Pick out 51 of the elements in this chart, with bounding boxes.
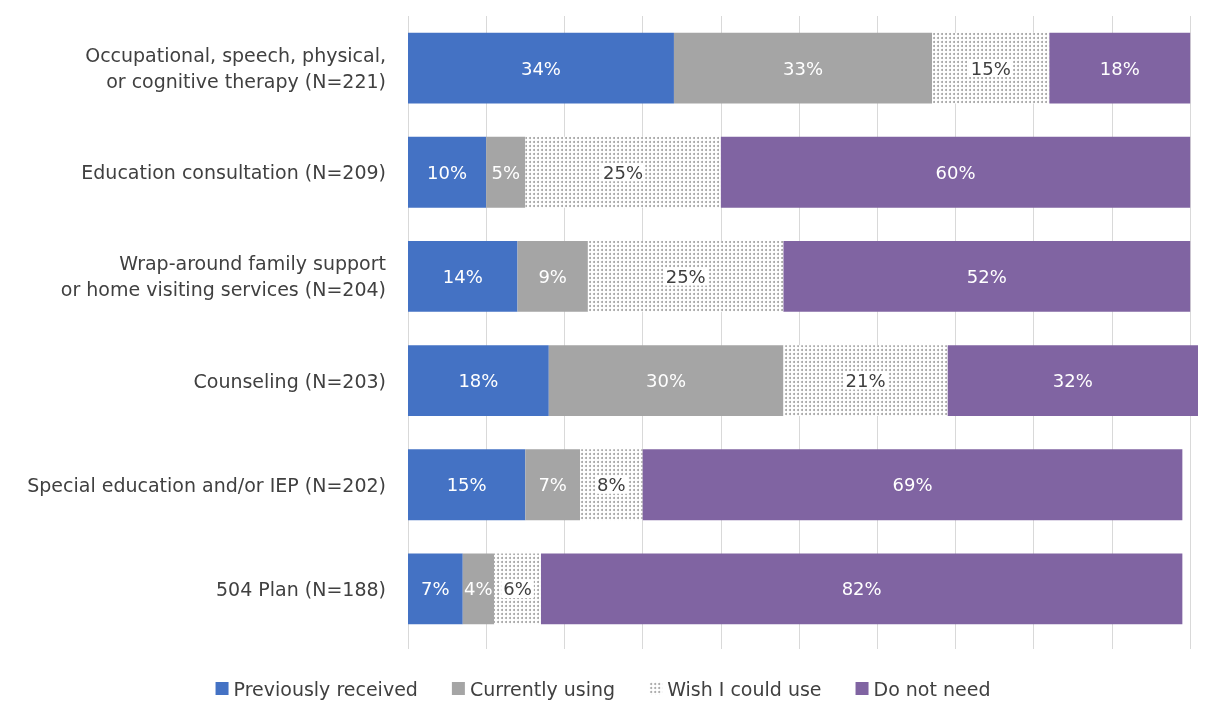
bar <box>1049 32 1191 104</box>
data-label: 30% <box>646 370 687 392</box>
data-label: 18% <box>1099 57 1140 79</box>
y-tick-label: Counseling (N=203) <box>193 369 386 392</box>
bar <box>486 136 526 208</box>
data-label: 33% <box>782 57 824 79</box>
data-label: 60% <box>935 161 976 183</box>
bar <box>517 241 588 312</box>
data-label: 9% <box>538 265 567 287</box>
data-label: 7% <box>538 474 567 496</box>
data-label: 69% <box>892 474 933 496</box>
data-label: 15% <box>970 57 1011 79</box>
data-label: 32% <box>1052 370 1093 392</box>
bar <box>525 449 581 521</box>
legend-label: Do not need <box>873 677 991 700</box>
bar <box>408 553 463 625</box>
data-label: 6% <box>503 578 532 600</box>
bar <box>783 241 1191 312</box>
data-label: 52% <box>966 265 1007 287</box>
y-tick-label: Special education and/or IEP (N=202) <box>27 473 386 496</box>
data-label: 25% <box>603 161 644 183</box>
data-label: 25% <box>665 265 706 287</box>
bar <box>408 32 674 104</box>
bar <box>540 553 1183 625</box>
bar <box>408 136 487 208</box>
data-label: 5% <box>491 161 521 183</box>
data-label: 34% <box>520 57 561 79</box>
data-label: 10% <box>427 161 468 183</box>
legend-label: Wish I could use <box>667 677 822 700</box>
data-label: 15% <box>446 474 487 496</box>
bar <box>408 345 549 416</box>
bar <box>548 345 784 416</box>
y-tick-label: Wrap-around family support or home visiting services (N=204) <box>60 252 386 301</box>
data-label: 21% <box>845 370 886 392</box>
bar <box>947 345 1198 416</box>
bar <box>720 136 1191 208</box>
legend-label: Currently using <box>469 677 616 700</box>
data-label: 7% <box>421 578 450 600</box>
y-tick-label: Occupational, speech, physical, or cognitive therapy (N=221) <box>85 44 386 93</box>
data-label: 4% <box>464 578 493 600</box>
legend-label: Previously received <box>233 677 418 700</box>
y-tick-label: Education consultation (N=209) <box>81 161 386 184</box>
bar <box>673 32 933 104</box>
y-tick-label: 504 Plan (N=188) <box>216 577 386 600</box>
bar <box>408 241 518 312</box>
bar <box>642 449 1183 521</box>
data-label: 18% <box>458 370 499 392</box>
bar <box>408 449 526 521</box>
data-label: 14% <box>442 265 483 287</box>
data-label: 82% <box>841 578 882 600</box>
data-label: 8% <box>597 474 626 496</box>
